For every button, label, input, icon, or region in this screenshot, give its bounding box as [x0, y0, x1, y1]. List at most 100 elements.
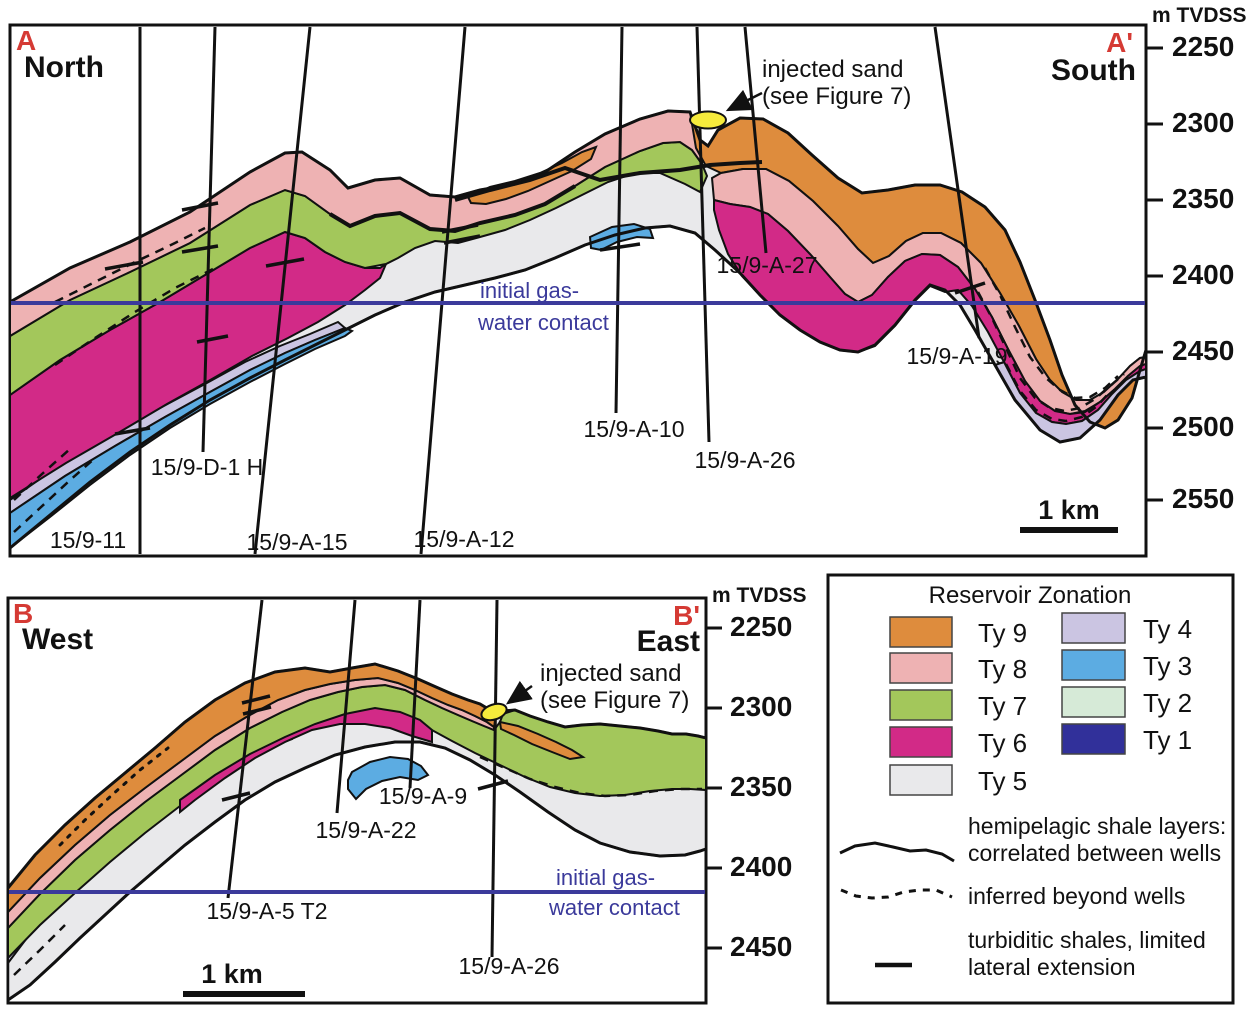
well-lines-b — [226, 599, 499, 958]
direction-north-label: North — [24, 51, 104, 84]
well-label: 15/9-D-1 H — [150, 454, 264, 480]
turbiditic-ticks-b — [221, 694, 509, 802]
depth-tick-label: 2300 — [730, 691, 793, 722]
depth-tick-label: 2550 — [1172, 483, 1235, 514]
well-label: 15/9-A-15 — [246, 529, 348, 555]
legend-symbol-correlated — [839, 841, 955, 863]
inferred-lines-a — [13, 226, 1125, 533]
well-label: 15/9-A-9 — [378, 783, 468, 809]
legend-swatch-ty1 — [1061, 723, 1126, 755]
legend-swatch-ty8 — [889, 652, 953, 684]
injected-sand-arrow-a — [725, 89, 763, 112]
depth-tick-label: 2350 — [730, 771, 793, 802]
legend-swatch-ty2 — [1061, 686, 1126, 718]
legend-item-label: Ty 2 — [1143, 688, 1193, 718]
legend-swatch-ty5 — [889, 764, 953, 796]
layer-ty3-b — [347, 755, 430, 801]
layer-ty3-north-a — [11, 326, 355, 549]
well-label: 15/9-A-19 — [906, 343, 1008, 369]
legend-item-label: Ty 7 — [978, 691, 1028, 721]
well-label: 15/9-A-26 — [694, 447, 796, 473]
legend-line-label: correlated between wells — [968, 840, 1222, 866]
well-label: 15/9-11 — [49, 527, 127, 553]
depth-tick-label: 2400 — [1172, 259, 1235, 290]
depth-tick-label: 2350 — [1172, 183, 1235, 214]
depth-tick-label: 2300 — [1172, 107, 1235, 138]
depth-tick-label: 2450 — [730, 931, 793, 962]
legend-box — [826, 573, 1235, 1005]
legend-swatch-ty3 — [1061, 649, 1126, 681]
hemipelagic-line-a1 — [328, 184, 577, 234]
depth-tick-label: 2250 — [730, 611, 793, 642]
section-outline-a — [11, 109, 1145, 550]
injected-sand-label-a-2: (see Figure 7) — [762, 83, 912, 110]
depth-tick-label: 2450 — [1172, 335, 1235, 366]
legend-symbol-inferred — [840, 888, 953, 900]
legend-line-label: turbiditic shales, limited — [968, 927, 1206, 953]
legend-swatch-ty7 — [889, 689, 953, 721]
cross-section-panel-a — [8, 23, 1163, 558]
well-line-15-9-A-12 — [419, 26, 467, 555]
well-line-15-9-A-9 — [408, 599, 422, 789]
legend-line-label: lateral extension — [968, 954, 1136, 980]
layer-ty9-sliver-b — [498, 720, 586, 761]
injected-sand-label-b-1: injected sand — [540, 660, 682, 687]
axis-title-a: m TVDSS — [1152, 4, 1247, 27]
layer-ty6-b — [179, 706, 433, 815]
legend-item-label: Ty 8 — [978, 654, 1028, 684]
legend-swatch-ty9 — [889, 616, 953, 648]
gas-contact-label-b-1: initial gas- — [556, 865, 656, 890]
legend-swatch-ty4 — [1061, 612, 1126, 644]
layer-ty9-lens-a — [466, 145, 598, 206]
injected-sand-ellipse-a — [689, 110, 727, 130]
section-marker-a-prime: A' — [1106, 27, 1133, 58]
scale-bar-b — [183, 991, 305, 997]
gas-contact-label-a-2: water contact — [478, 310, 609, 335]
well-label: 15/9-A-10 — [583, 416, 685, 442]
gas-contact-label-b-2: water contact — [549, 895, 680, 920]
well-line-15-9-A-5T2 — [226, 599, 264, 899]
injected-sand-ellipse-b — [480, 702, 508, 722]
depth-tick-label: 2400 — [730, 851, 793, 882]
legend-item-label: Ty 1 — [1143, 725, 1193, 755]
injected-sand-label-b-2: (see Figure 7) — [540, 687, 690, 714]
legend-item-label: Ty 5 — [978, 766, 1028, 796]
well-label: 15/9-A-5 T2 — [206, 898, 328, 924]
legend-item-label: Ty 3 — [1143, 651, 1193, 681]
depth-tick-label: 2500 — [1172, 411, 1235, 442]
well-line-15-9-A-10 — [614, 26, 624, 414]
well-line-15-9-A-15 — [253, 26, 312, 555]
injected-sand-label-a-1: injected sand — [762, 56, 904, 83]
well-line-15-9-A-22 — [335, 599, 357, 814]
legend-swatch-ty6 — [889, 726, 953, 758]
section-marker-a: A — [16, 25, 37, 56]
depth-axis-ticks-b — [706, 626, 722, 950]
section-marker-b: B — [13, 598, 34, 629]
depth-axis-ticks-a — [1146, 46, 1163, 502]
injected-sand-arrow-b — [505, 680, 533, 705]
depth-tick-label: 2250 — [1172, 31, 1235, 62]
well-line-15-9-D-1H — [201, 26, 217, 453]
well-label: 15/9-A-27 — [716, 252, 818, 278]
well-line-15-9-A-26-b — [490, 599, 499, 958]
gas-contact-label-a-1: initial gas- — [480, 278, 580, 303]
well-line-15-9-A-27 — [743, 26, 768, 254]
legend-item-label: Ty 9 — [978, 618, 1028, 648]
cross-section-panel-b — [6, 596, 722, 1005]
legend-line-label: hemipelagic shale layers: — [968, 813, 1227, 839]
legend-item-label: Ty 6 — [978, 728, 1028, 758]
legend-line-label: inferred beyond wells — [968, 883, 1186, 909]
inferred-lines-b — [13, 746, 702, 976]
scale-bar-a — [1020, 527, 1118, 533]
scale-label-a: 1 km — [1038, 495, 1100, 525]
direction-west-label: West — [22, 623, 94, 656]
axis-title-b: m TVDSS — [712, 584, 807, 607]
well-line-15-9-A-26 — [695, 26, 711, 443]
scale-label-b: 1 km — [201, 959, 263, 989]
legend-title: Reservoir Zonation — [928, 582, 1132, 609]
legend-item-label: Ty 4 — [1143, 614, 1193, 644]
turbiditic-ticks-a — [104, 201, 986, 436]
section-outline-b — [9, 662, 705, 1002]
